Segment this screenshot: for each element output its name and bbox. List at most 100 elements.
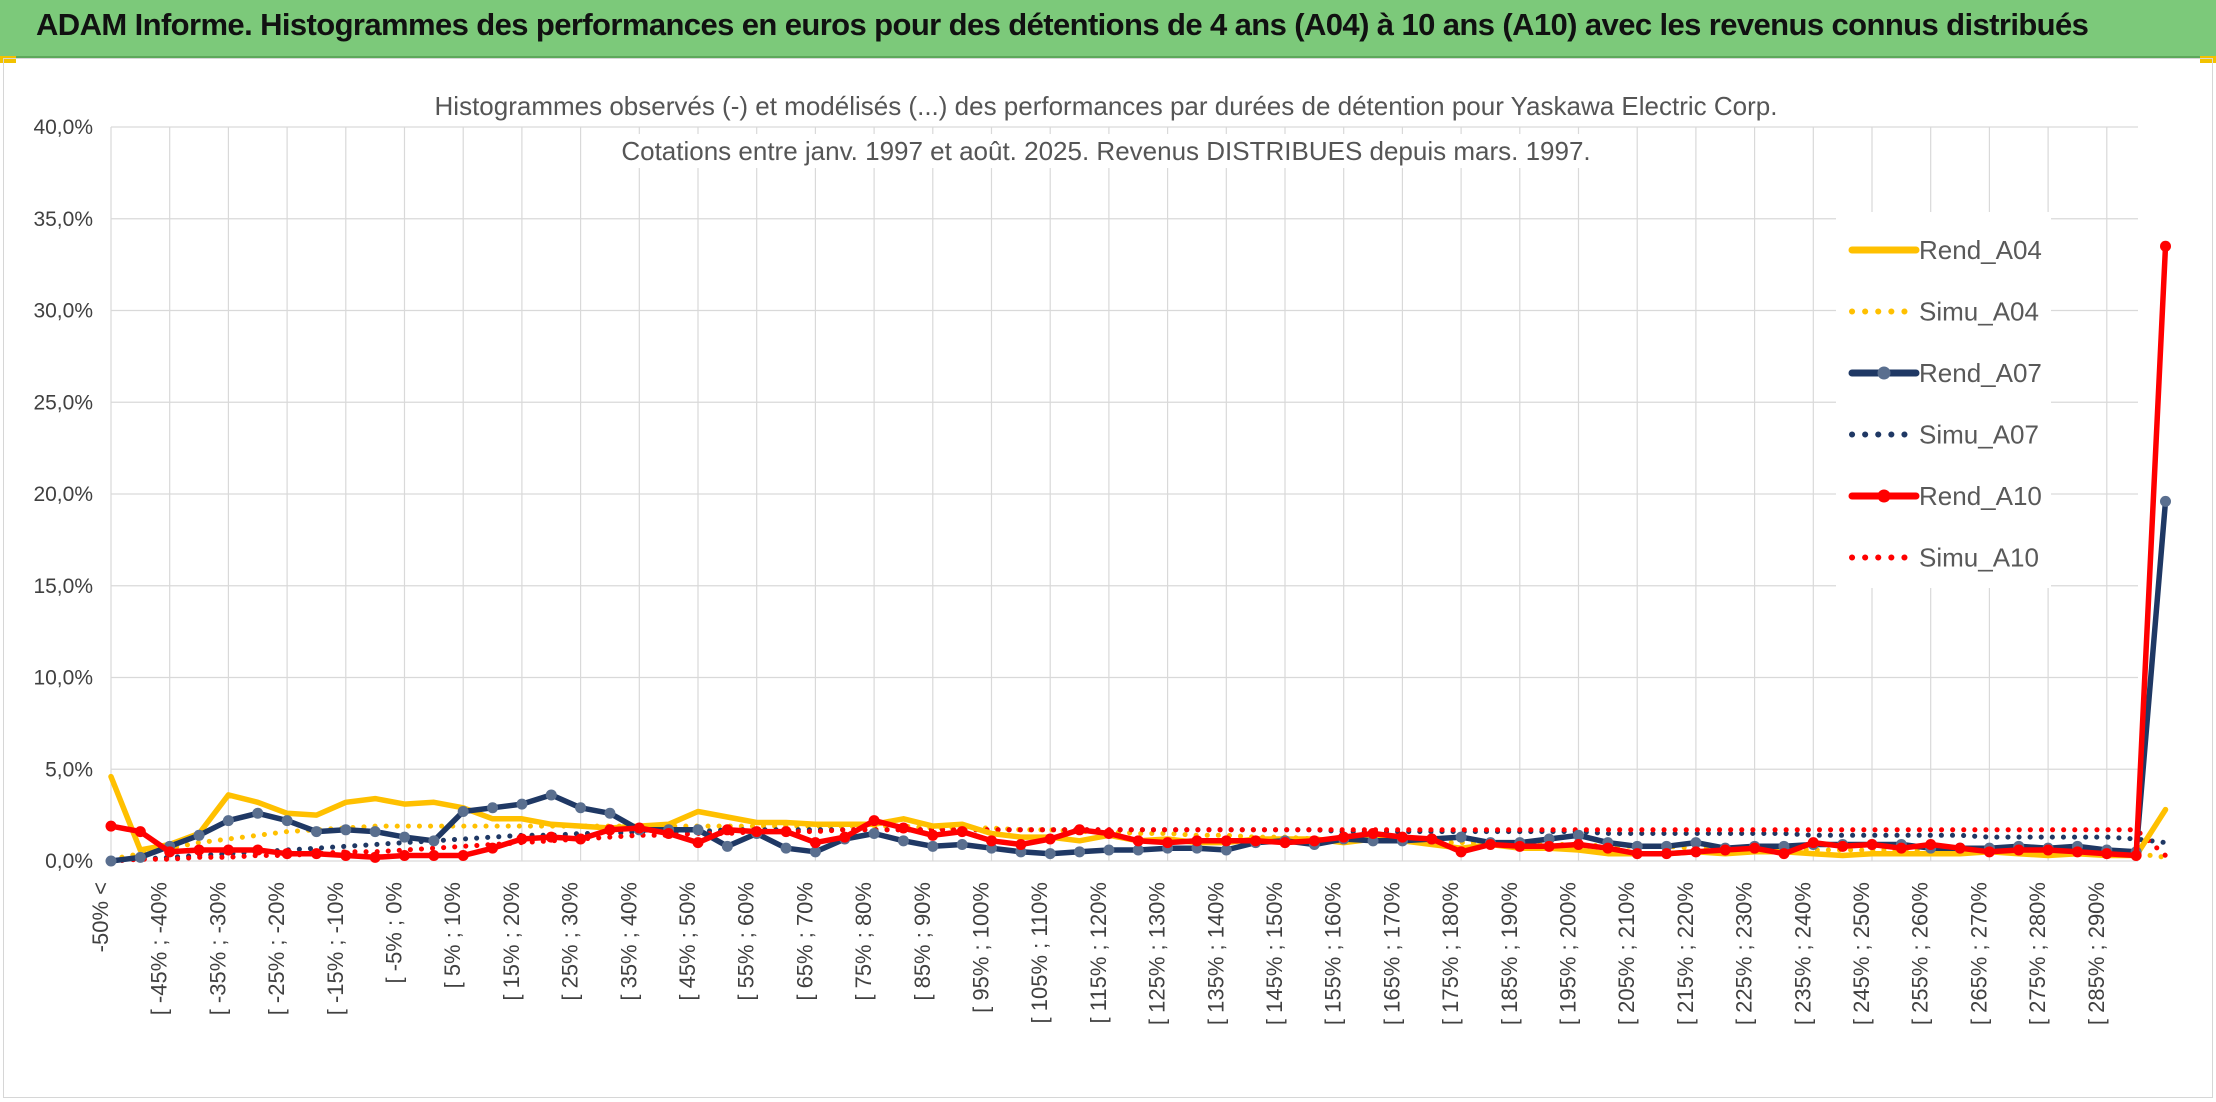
x-tick-label: [ 25% ; 30% (558, 882, 583, 1001)
data-point-rend_a10 (663, 827, 675, 839)
data-point-rend_a10 (1866, 838, 1878, 850)
data-point-rend_a10 (193, 844, 205, 856)
x-tick-label: [ 245% ; 250% (1849, 882, 1874, 1025)
data-point-rend_a10 (1396, 831, 1408, 843)
data-point-rend_a10 (1338, 831, 1350, 843)
y-tick-label: 20,0% (33, 483, 93, 506)
data-point-rend_a07 (956, 838, 968, 850)
data-point-rend_a10 (868, 815, 880, 827)
data-point-rend_a10 (457, 849, 469, 861)
x-tick-label: [ 265% ; 270% (1966, 882, 1991, 1025)
data-point-rend_a07 (516, 798, 528, 810)
x-tick-label: [ 195% ; 200% (1556, 882, 1581, 1025)
data-point-rend_a10 (2071, 846, 2083, 858)
x-tick-label: [ 175% ; 180% (1438, 882, 1463, 1025)
y-tick-label: 0,0% (45, 850, 93, 873)
legend-label-rend_a04: Rend_A04 (1919, 235, 2042, 265)
x-tick-label: [ 225% ; 230% (1732, 882, 1757, 1025)
x-tick-label: [ 15% ; 20% (499, 882, 524, 1001)
data-point-rend_a10 (222, 844, 234, 856)
data-point-rend_a07 (399, 831, 410, 843)
data-point-rend_a10 (545, 831, 557, 843)
x-tick-label: [ -45% ; -40% (147, 882, 172, 1015)
data-point-rend_a10 (164, 846, 176, 858)
data-point-rend_a10 (1895, 842, 1907, 854)
data-point-rend_a10 (751, 826, 763, 838)
data-point-rend_a07 (1220, 844, 1232, 856)
data-point-rend_a10 (281, 848, 293, 860)
chart-title-background (426, 89, 1786, 123)
data-point-rend_a10 (927, 829, 939, 841)
data-point-rend_a07 (193, 829, 205, 841)
data-point-rend_a10 (1690, 846, 1702, 858)
x-tick-label: [ -25% ; -20% (264, 882, 289, 1015)
data-point-rend_a10 (1573, 838, 1584, 850)
data-point-rend_a07 (252, 807, 264, 819)
data-point-rend_a10 (1484, 838, 1496, 850)
data-point-rend_a10 (780, 826, 792, 838)
data-point-rend_a07 (575, 802, 587, 814)
y-tick-label: 15,0% (33, 575, 93, 598)
x-tick-label: [ 155% ; 160% (1321, 882, 1346, 1025)
data-point-rend_a07 (927, 840, 939, 852)
legend-marker-rend_a10 (1877, 489, 1891, 503)
data-point-rend_a10 (1719, 844, 1731, 856)
data-point-rend_a10 (1279, 837, 1291, 849)
data-point-rend_a07 (105, 855, 117, 867)
data-point-rend_a07 (1455, 831, 1467, 843)
data-point-rend_a10 (1543, 840, 1555, 852)
x-tick-label: [ 105% ; 110% (1027, 882, 1052, 1023)
x-tick-label: [ 165% ; 170% (1379, 882, 1404, 1025)
corner-accent-right (2200, 56, 2216, 63)
data-point-rend_a10 (956, 826, 968, 838)
data-point-rend_a10 (839, 831, 851, 843)
data-point-rend_a07 (897, 835, 909, 847)
x-tick-label: [ 75% ; 80% (851, 882, 876, 1001)
x-tick-label: [ 185% ; 190% (1497, 882, 1522, 1025)
data-point-rend_a10 (1631, 848, 1643, 860)
data-point-rend_a10 (1103, 827, 1115, 839)
data-point-rend_a07 (721, 840, 733, 852)
chart-title: Histogrammes observés (-) et modélisés (… (435, 91, 1778, 121)
series-line-simu_a04 (108, 823, 2168, 862)
title-banner: ADAM Informe. Histogrammes des performan… (0, 0, 2216, 58)
data-point-rend_a10 (575, 833, 587, 845)
data-point-rend_a10 (428, 849, 440, 861)
series-line-simu_a07 (108, 827, 2168, 864)
data-point-rend_a10 (1074, 824, 1086, 836)
data-point-rend_a10 (1514, 840, 1526, 852)
data-point-rend_a07 (868, 827, 880, 839)
x-tick-label: [ 65% ; 70% (792, 882, 817, 1001)
data-point-rend_a07 (369, 826, 381, 838)
data-point-rend_a10 (1983, 846, 1995, 858)
y-tick-label: 10,0% (33, 667, 93, 690)
data-point-rend_a10 (1191, 835, 1203, 847)
data-point-rend_a07 (310, 826, 322, 838)
data-point-rend_a07 (809, 846, 821, 858)
data-point-rend_a10 (399, 849, 410, 861)
x-tick-label: [ -5% ; 0% (382, 882, 407, 983)
data-point-rend_a07 (457, 805, 469, 817)
x-tick-label: [ 275% ; 280% (2025, 882, 2050, 1025)
x-tick-label: [ 35% ; 40% (616, 882, 641, 1001)
x-tick-label: [ 95% ; 100% (969, 882, 994, 1013)
data-point-rend_a10 (310, 848, 322, 860)
x-tick-label: [ 145% ; 150% (1262, 882, 1287, 1025)
data-point-rend_a10 (1807, 837, 1819, 849)
data-point-rend_a10 (1837, 840, 1849, 852)
data-point-rend_a10 (369, 851, 381, 863)
data-point-rend_a07 (340, 824, 352, 836)
series-line-simu_a10 (108, 827, 2168, 864)
data-point-rend_a07 (134, 851, 146, 863)
data-point-rend_a10 (809, 837, 821, 849)
data-point-rend_a07 (1044, 848, 1056, 860)
y-tick-label: 25,0% (33, 391, 93, 414)
x-tick-label: [ -15% ; -10% (323, 882, 348, 1015)
data-point-rend_a10 (2130, 849, 2142, 861)
data-point-rend_a10 (633, 822, 645, 834)
legend-marker-rend_a07 (1877, 366, 1891, 380)
data-point-rend_a10 (1455, 846, 1467, 858)
data-point-rend_a10 (1954, 842, 1966, 854)
data-point-rend_a10 (1250, 835, 1262, 847)
